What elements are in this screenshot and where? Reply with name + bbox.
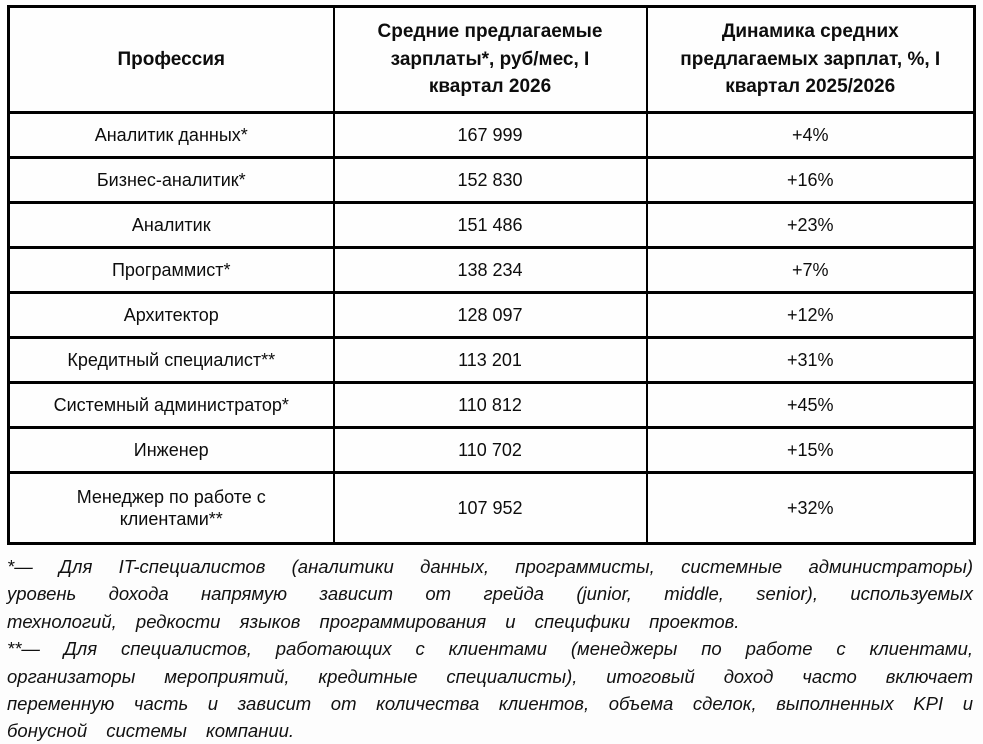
footnote-1-text: Для IT-специалистов (аналитики данных, п… [7,556,973,632]
footnote-1: *— Для IT-специалистов (аналитики данных… [7,553,973,635]
table-row: Аналитик 151 486 +23% [7,201,976,249]
profession-cell: Системный администратор* [7,381,335,429]
profession-cell: Программист* [7,246,335,294]
salary-cell: 167 999 [332,111,648,159]
salary-cell: 151 486 [332,201,648,249]
profession-cell: Кредитный специалист** [7,336,335,384]
profession-cell: Аналитик данных* [7,111,335,159]
header-profession: Профессия [7,5,335,114]
footnote-2-marker: **— [7,638,40,660]
profession-cell: Менеджер по работе с клиентами** [7,471,335,545]
footnote-2: **— Для специалистов, работающих с клиен… [7,635,973,744]
table-row: Архитектор 128 097 +12% [7,291,976,339]
change-cell: +15% [645,426,976,474]
table-row: Системный администратор* 110 812 +45% [7,381,976,429]
table-row: Менеджер по работе с клиентами** 107 952… [7,471,976,545]
salary-cell: 113 201 [332,336,648,384]
change-cell: +7% [645,246,976,294]
salary-cell: 138 234 [332,246,648,294]
profession-cell: Аналитик [7,201,335,249]
table-row: Программист* 138 234 +7% [7,246,976,294]
change-cell: +45% [645,381,976,429]
table-header: Профессия Средние предлагаемые зарплаты*… [7,5,976,114]
profession-cell: Архитектор [7,291,335,339]
footnote-2-text: Для специалистов, работающих с клиентами… [7,638,974,742]
change-cell: +4% [645,111,976,159]
table-body: Аналитик данных* 167 999 +4% Бизнес-анал… [7,111,976,545]
profession-cell: Бизнес-аналитик* [7,156,335,204]
profession-cell: Инженер [7,426,335,474]
salary-cell: 110 812 [332,381,648,429]
change-cell: +23% [645,201,976,249]
change-cell: +31% [645,336,976,384]
table-row: Кредитный специалист** 113 201 +31% [7,336,976,384]
salary-cell: 152 830 [332,156,648,204]
salary-cell: 107 952 [332,471,648,545]
salary-cell: 110 702 [332,426,648,474]
header-salary-dynamics: Динамика средних предлагаемых зарплат, %… [645,5,976,114]
change-cell: +16% [645,156,976,204]
header-row: Профессия Средние предлагаемые зарплаты*… [7,5,976,114]
footnotes-block: *— Для IT-специалистов (аналитики данных… [7,553,973,744]
header-average-salary: Средние предлагаемые зарплаты*, руб/мес,… [332,5,648,114]
footnote-1-marker: *— [7,556,33,577]
table-row: Аналитик данных* 167 999 +4% [7,111,976,159]
change-cell: +32% [645,471,976,545]
salary-cell: 128 097 [332,291,648,339]
change-cell: +12% [645,291,976,339]
salary-table: Профессия Средние предлагаемые зарплаты*… [7,5,976,545]
table-row: Бизнес-аналитик* 152 830 +16% [7,156,976,204]
table-row: Инженер 110 702 +15% [7,426,976,474]
